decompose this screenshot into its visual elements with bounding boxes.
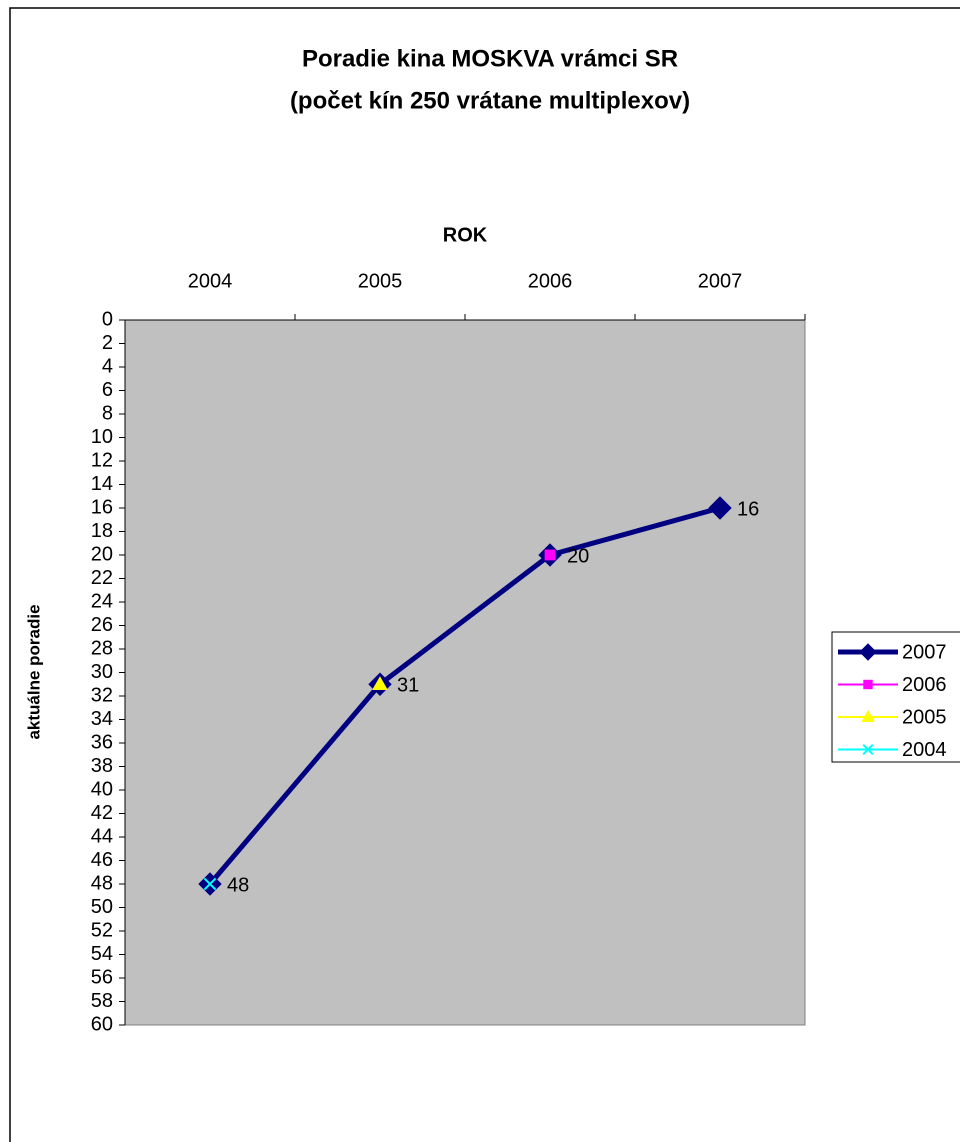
x-tick-label: 2006 bbox=[528, 270, 573, 292]
y-tick-label: 24 bbox=[91, 590, 113, 612]
y-tick-label: 40 bbox=[91, 778, 113, 800]
series-line bbox=[208, 505, 721, 886]
y-tick-label: 58 bbox=[91, 990, 113, 1012]
y-tick-label: 2 bbox=[102, 332, 113, 354]
plot-area bbox=[124, 319, 806, 1026]
legend-label: 2004 bbox=[902, 739, 947, 761]
y-tick-label: 48 bbox=[91, 872, 113, 894]
x-axis-title: ROK bbox=[443, 224, 488, 246]
y-tick-label: 34 bbox=[91, 708, 113, 730]
marker-cross bbox=[862, 743, 874, 756]
y-tick-label: 4 bbox=[102, 355, 113, 377]
chart-subtitle: (počet kín 250 vrátane multiplexov) bbox=[290, 87, 690, 114]
y-tick-label: 54 bbox=[91, 943, 113, 965]
legend-label: 2005 bbox=[902, 706, 947, 728]
y-tick-label: 18 bbox=[91, 520, 113, 542]
legend-label: 2007 bbox=[902, 641, 947, 663]
marker bbox=[859, 643, 877, 661]
y-tick-label: 20 bbox=[91, 543, 113, 565]
chart-title: Poradie kina MOSKVA vrámci SR bbox=[302, 45, 678, 72]
y-tick-label: 14 bbox=[91, 473, 113, 495]
y-tick-label: 0 bbox=[102, 308, 113, 330]
y-tick-label: 16 bbox=[91, 496, 113, 518]
marker-cross bbox=[203, 877, 217, 891]
y-tick-label: 60 bbox=[91, 1013, 113, 1035]
y-tick-label: 38 bbox=[91, 755, 113, 777]
y-tick-label: 26 bbox=[91, 614, 113, 636]
y-tick-label: 36 bbox=[91, 731, 113, 753]
y-tick-label: 56 bbox=[91, 966, 113, 988]
marker bbox=[862, 743, 874, 756]
data-label: 48 bbox=[227, 874, 249, 896]
legend-label: 2006 bbox=[902, 674, 947, 696]
y-tick-label: 6 bbox=[102, 379, 113, 401]
data-label: 16 bbox=[737, 498, 759, 520]
marker bbox=[372, 676, 388, 690]
y-tick-label: 42 bbox=[91, 802, 113, 824]
marker bbox=[708, 496, 732, 520]
x-tick-label: 2007 bbox=[698, 270, 743, 292]
y-tick-label: 52 bbox=[91, 919, 113, 941]
y-tick-label: 22 bbox=[91, 567, 113, 589]
y-tick-label: 12 bbox=[91, 449, 113, 471]
marker bbox=[203, 877, 217, 891]
y-tick-label: 32 bbox=[91, 684, 113, 706]
y-tick-label: 8 bbox=[102, 402, 113, 424]
marker bbox=[863, 679, 873, 690]
marker bbox=[544, 549, 556, 561]
marker bbox=[861, 709, 875, 722]
x-tick-label: 2004 bbox=[188, 270, 233, 292]
y-tick-label: 44 bbox=[91, 825, 113, 847]
data-label: 31 bbox=[397, 675, 419, 697]
y-tick-label: 46 bbox=[91, 849, 113, 871]
y-tick-label: 10 bbox=[91, 426, 113, 448]
x-tick-label: 2005 bbox=[358, 270, 403, 292]
y-axis-title: aktuálne poradie bbox=[24, 604, 43, 739]
y-tick-label: 50 bbox=[91, 896, 113, 918]
y-tick-label: 30 bbox=[91, 661, 113, 683]
y-tick-label: 28 bbox=[91, 637, 113, 659]
data-label: 20 bbox=[567, 545, 589, 567]
